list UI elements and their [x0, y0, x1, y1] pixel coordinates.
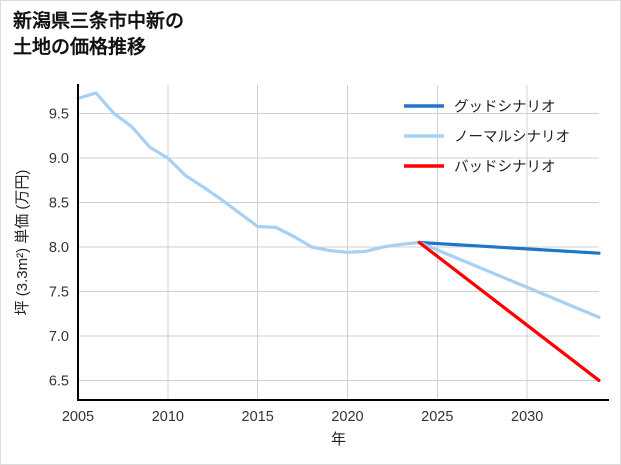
x-tick-label: 2030 — [511, 409, 543, 425]
x-axis-title: 年 — [331, 431, 346, 448]
y-tick-label: 9.5 — [49, 106, 69, 122]
y-tick-label: 6.5 — [49, 373, 69, 389]
series-line — [417, 240, 601, 319]
legend-label: ノーマルシナリオ — [454, 130, 570, 146]
y-axis-title: 坪 (3.3m²) 単価 (万円) — [14, 170, 31, 316]
y-tick-label: 8.0 — [49, 240, 69, 256]
y-tick-label: 7.0 — [49, 329, 69, 345]
page-title: 新潟県三条市中新の 土地の価格推移 — [13, 11, 185, 58]
series-line — [76, 91, 421, 254]
x-tick-label: 2015 — [242, 409, 274, 425]
y-tick-label: 8.5 — [49, 195, 69, 211]
x-tick-label: 2005 — [62, 409, 94, 425]
x-tick-label: 2020 — [331, 409, 363, 425]
legend-label: バッドシナリオ — [454, 160, 556, 176]
x-tick-label: 2010 — [152, 409, 184, 425]
y-tick-label: 9.0 — [49, 151, 69, 167]
x-tick-label: 2025 — [421, 409, 453, 425]
series-lines — [76, 91, 601, 383]
legend-label: グッドシナリオ — [454, 99, 556, 116]
y-tick-label: 7.5 — [49, 284, 69, 300]
axis-spines — [76, 84, 609, 402]
series-line — [417, 240, 601, 255]
x-tick-labels: 2005 2010 2015 2020 2025 2030 — [62, 409, 543, 425]
series-line — [417, 240, 601, 383]
y-tick-labels: 6.5 7.0 7.5 8.0 8.5 9.0 9.5 — [49, 106, 69, 389]
